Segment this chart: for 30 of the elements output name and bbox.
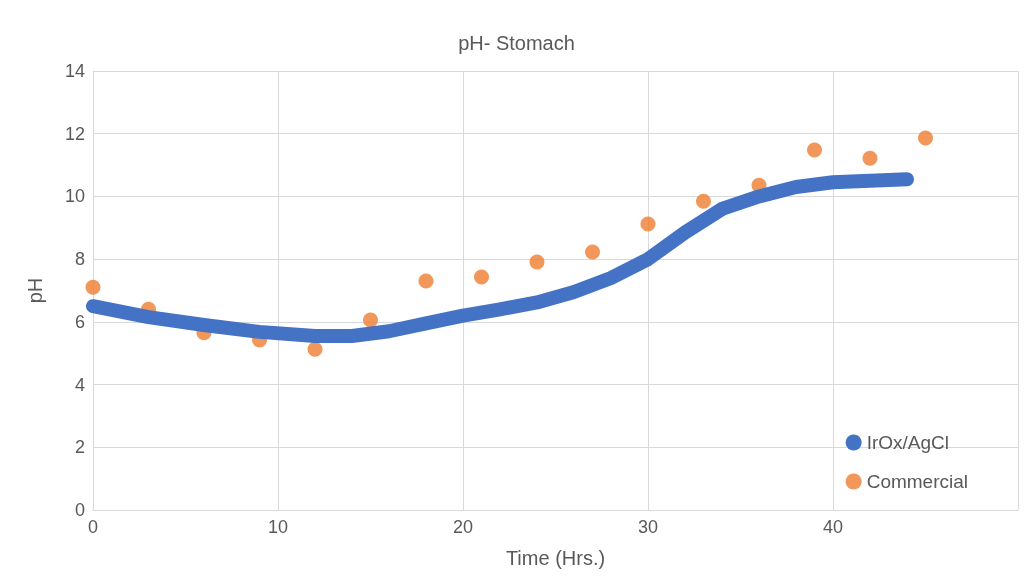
y-tick-label: 8 [74,249,85,270]
point [807,142,822,158]
point [363,312,378,328]
chart-title: pH- Stomach [458,32,575,54]
point [474,269,489,285]
x-tick-label: 10 [267,517,289,537]
point [307,341,323,357]
y-axis-title: pH [24,277,46,304]
point [862,150,878,166]
x-axis-title: Time (Hrs.) [505,547,606,569]
x-tick-label: 40 [822,517,844,537]
y-tick-label: 4 [74,374,85,395]
point [418,273,434,289]
legend-label: IrOx/AgCl [866,432,950,453]
y-tick-label: 12 [64,123,85,144]
point [529,254,545,270]
x-tick-label: 20 [452,517,474,537]
y-tick-label: 6 [74,311,85,332]
x-tick-label: 30 [637,517,659,537]
legend-label: Commercial [866,471,969,492]
y-tick-label: 14 [64,61,85,81]
y-tick-label: 10 [64,186,85,207]
x-tick-label: 0 [87,517,99,537]
point [918,130,933,146]
point [585,244,600,260]
y-tick-label: 0 [74,500,85,520]
point [85,279,101,295]
point [696,193,711,209]
point [640,216,656,232]
y-tick-label: 2 [74,437,85,458]
